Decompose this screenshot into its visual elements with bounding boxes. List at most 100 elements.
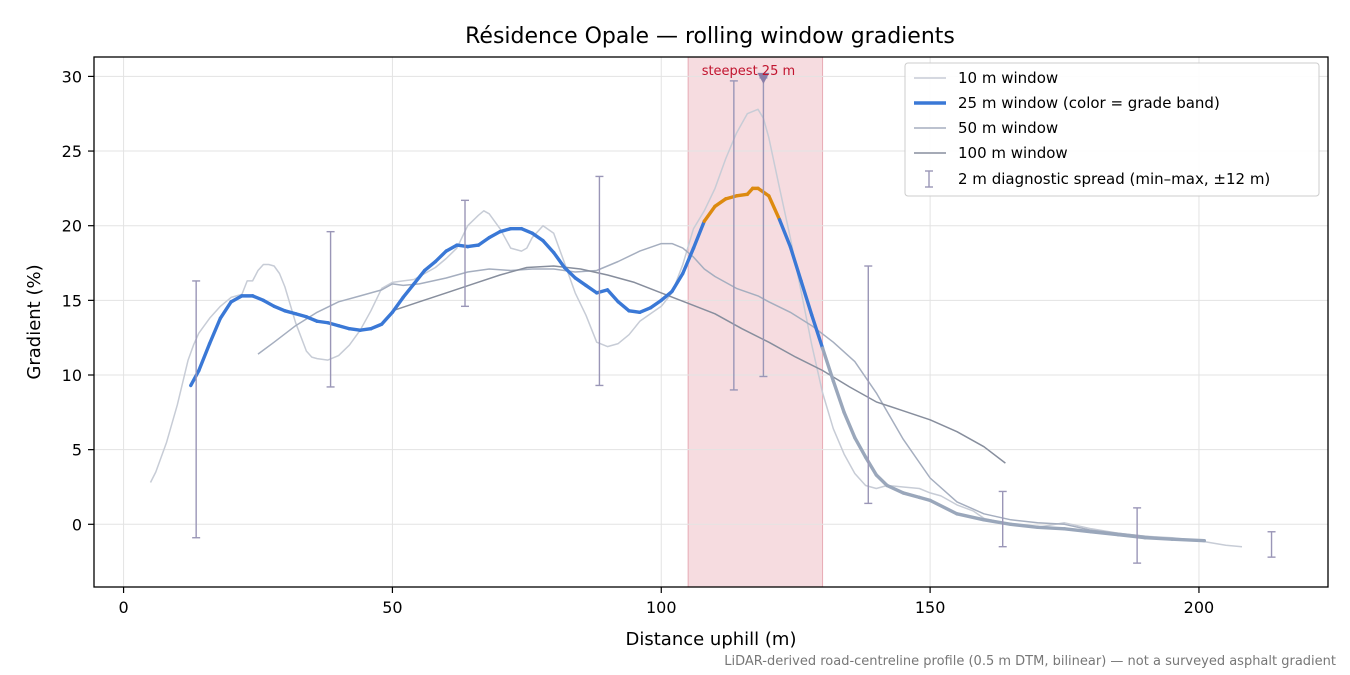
steepest-label: steepest 25 m [702,64,795,79]
series-segment-25m [831,379,846,415]
series-layer [149,108,1243,548]
series-segment-25m [250,294,266,303]
series-segment-25m [863,455,879,477]
series-segment-25m [283,309,298,316]
legend-label-100m: 100 m window [958,144,1068,162]
x-tick-label: 50 [382,598,402,617]
series-segment-25m [541,238,556,255]
series-segment-25m [326,321,341,328]
series-segment-25m [885,483,905,495]
series-segment-25m [1062,527,1094,534]
series-segment-25m [390,295,405,314]
error-bar [595,175,604,387]
series-segment-25m [465,243,481,249]
error-bar [1267,531,1276,558]
error-bar [326,230,335,388]
series-segment-25m [519,226,534,235]
error-bar [864,265,873,505]
series-segment-25m [293,312,309,319]
series-segment-25m [767,194,782,222]
series-segment-25m [530,231,545,243]
series-line-100m [392,265,1006,464]
series-segment-25m [315,319,330,325]
series-segment-25m [724,194,739,201]
series-segment-25m [648,298,663,310]
series-segment-25m [1143,536,1174,541]
chart-title: Résidence Opale — rolling window gradien… [465,24,955,49]
series-segment-25m [552,250,567,270]
series-segment-25m [810,313,825,350]
series-segment-25m [573,276,588,288]
series-segment-25m [498,226,513,234]
series-segment-25m [422,259,438,273]
series-segment-25m [702,204,717,223]
series-segment-25m [584,283,599,295]
series-segment-25m [433,249,448,264]
series-segment-25m [379,310,395,326]
series-segment-25m [358,327,373,332]
series-segment-25m [562,265,577,280]
series-segment-25m [1035,525,1067,531]
series-line-10m [149,108,1243,548]
steepest-marker [757,72,770,84]
series-segment-25m [982,518,1013,526]
series-segment-25m [1009,522,1040,529]
series-line-50m [257,242,1200,542]
series-segment-25m [304,315,319,323]
series-segment-25m [853,436,868,459]
series-segment-25m [799,279,814,317]
legend-label-50m: 50 m window [958,119,1058,137]
series-segment-25m [369,322,384,331]
series-segment-25m [401,282,416,300]
error-bar [461,199,470,308]
series-segment-25m [901,491,922,500]
series-segment-25m [207,316,223,346]
y-tick-label: 25 [62,142,82,161]
legend-label-errorbar: 2 m diagnostic spread (min–max, ±12 m) [958,170,1270,188]
legend-label-25m: 25 m window (color = grade band) [958,94,1220,112]
series-segment-25m [218,300,233,320]
error-bar [1133,507,1142,564]
series-segment-25m [659,289,674,303]
series-segment-25m [189,368,201,388]
x-axis: 0 50 100 150 200 [118,587,1214,617]
series-segment-25m [820,346,836,383]
series-segment-25m [917,495,932,503]
error-bar [729,80,738,391]
highlight-band-layer [687,56,824,588]
series-segment-25m [928,498,959,516]
series-segment-25m [691,219,706,250]
series-segment-25m [261,298,276,309]
grid-layer [94,57,1328,587]
x-tick-label: 200 [1184,598,1215,617]
x-axis-label: Distance uphill (m) [626,629,797,650]
series-segment-25m [1116,533,1147,540]
y-tick-label: 5 [72,441,82,460]
series-segment-25m [670,271,685,294]
series-segment-25m [229,294,244,304]
x-tick-label: 100 [646,598,677,617]
series-segment-25m [605,288,620,304]
legend-box [904,62,1320,197]
series-segment-25m [455,243,470,249]
y-tick-label: 0 [72,515,82,534]
plot-frame [93,56,1329,588]
series-segment-25m [627,309,642,314]
series-segment-25m [874,473,889,488]
legend: 10 m window 25 m window (color = grade b… [904,62,1320,197]
series-segment-25m [444,243,459,253]
series-segment-25m [347,327,362,332]
error-bar-layer [192,77,1276,564]
error-bar [192,280,201,539]
legend-label-10m: 10 m window [958,69,1058,87]
series-segment-25m [788,244,803,283]
series-segment-25m [412,268,427,286]
x-tick-label: 150 [915,598,946,617]
series-segment-25m [336,324,352,331]
series-segment-25m [713,197,728,208]
error-bar [998,490,1007,548]
series-segment-25m [734,192,749,198]
series-segment-25m [595,288,610,295]
series-segment-25m [487,229,502,240]
y-tick-label: 10 [62,366,82,385]
